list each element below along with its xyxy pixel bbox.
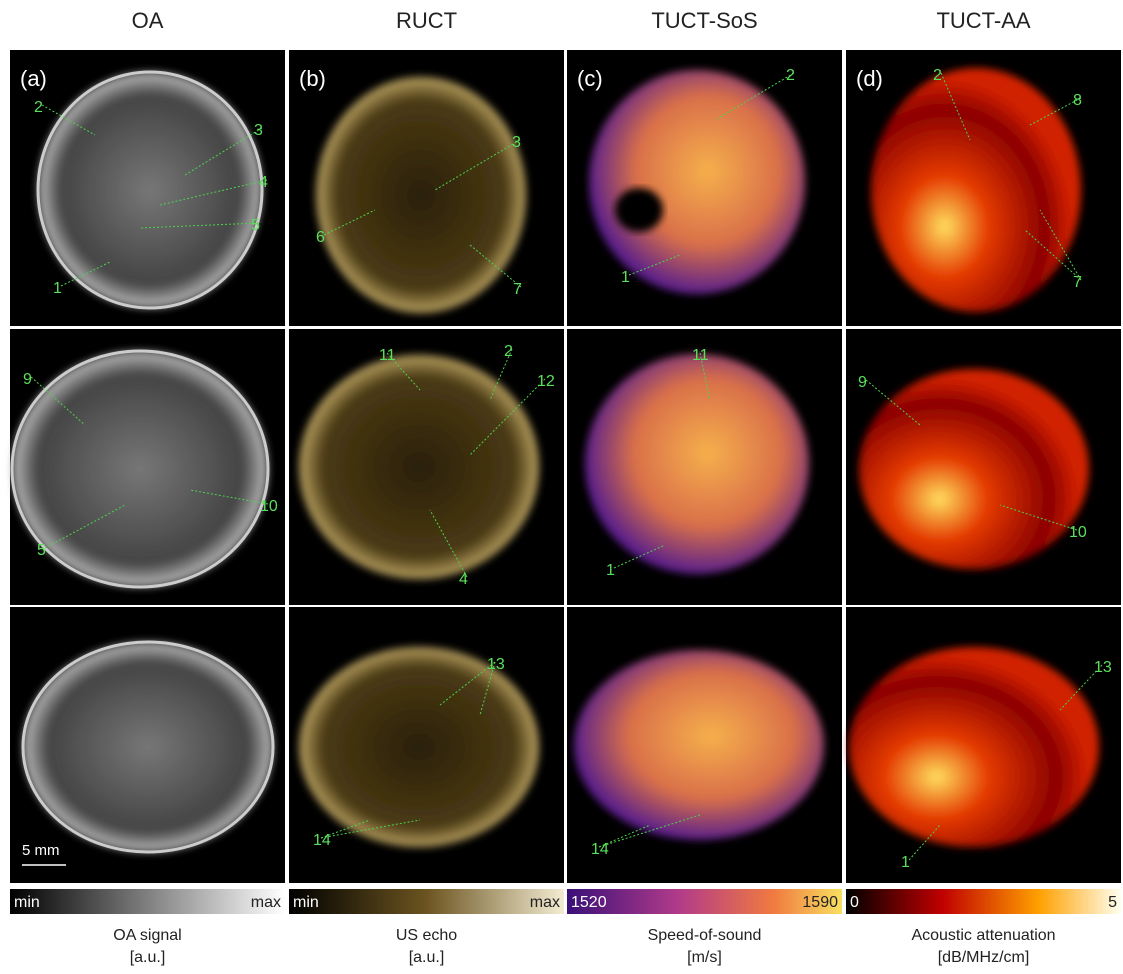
annotation-label: 3 (512, 134, 521, 151)
tissue-image (849, 647, 1099, 847)
colorbar-min-label: 1520 (571, 894, 607, 911)
annotation-label: 1 (53, 280, 62, 297)
annotation-label: 6 (316, 229, 325, 246)
annotation-label: 9 (858, 374, 867, 391)
colorbar-min-label: 0 (850, 894, 859, 911)
colorbar-max-label: 5 (1108, 894, 1117, 911)
annotation-label: 2 (504, 343, 513, 360)
colorbar-min-label: min (14, 894, 40, 911)
colorbar-min-label: min (293, 894, 319, 911)
annotation-label: 5 (37, 542, 46, 559)
annotation-label: 7 (1073, 274, 1082, 291)
annotation-label: 9 (23, 371, 32, 388)
annotation-label: 4 (259, 174, 268, 191)
image-panel: (b) 3 6 7 (289, 50, 564, 326)
colorbar-max-label: max (251, 894, 281, 911)
image-panel: (a) 2 3 4 5 1 (10, 50, 285, 326)
figure: OA(a)2345191055 mmminmaxOA signal[a.u.]R… (0, 0, 1123, 969)
tissue-image (316, 77, 526, 313)
image-panel: 14 (567, 607, 842, 883)
image-panel: 11 2 12 4 (289, 329, 564, 605)
annotation-label: 13 (1094, 659, 1112, 676)
tissue-image (574, 650, 824, 840)
panel-label: (a) (20, 66, 47, 91)
tissue-image (299, 355, 539, 579)
panel-label: (b) (299, 66, 326, 91)
tissue-image (589, 70, 805, 294)
colorbar (10, 889, 285, 914)
annotation-label: 8 (1073, 92, 1082, 109)
colorbar (567, 889, 842, 914)
tissue-image (299, 647, 539, 847)
annotation-label: 3 (254, 122, 263, 139)
annotation-label: 12 (537, 373, 555, 390)
tissue-image (859, 369, 1089, 569)
column-title: TUCT-AA (936, 8, 1030, 33)
image-panel: 13 1 (846, 607, 1121, 883)
annotation-label: 2 (786, 67, 795, 84)
annotation-label: 2 (34, 99, 43, 116)
colorbar-caption: OA signal (113, 927, 181, 944)
annotation-label: 5 (251, 217, 260, 234)
colorbar-unit: [a.u.] (409, 949, 445, 966)
colorbar-caption: US echo (396, 927, 457, 944)
colorbar-unit: [dB/MHz/cm] (938, 949, 1030, 966)
image-panel: (c) 2 1 (567, 50, 842, 326)
colorbar-unit: [m/s] (687, 949, 722, 966)
colorbar (846, 889, 1121, 914)
tissue-image (871, 68, 1081, 312)
annotation-label: 1 (901, 854, 910, 871)
colorbar-caption: Speed-of-sound (648, 927, 762, 944)
panel-label: (c) (577, 66, 603, 91)
annotation-label: 4 (459, 571, 468, 588)
colorbar-unit: [a.u.] (130, 949, 166, 966)
annotation-label: 11 (379, 347, 396, 364)
image-panel: 9 10 (846, 329, 1121, 605)
image-panel: (d) 2 8 7 (846, 50, 1121, 326)
annotation-label: 14 (591, 841, 609, 858)
dark-region (615, 188, 663, 232)
image-panel: 13 14 (289, 607, 564, 883)
annotation-label: 11 (692, 347, 709, 364)
annotation-label: 10 (260, 498, 278, 515)
colorbar (289, 889, 564, 914)
column-title: OA (132, 8, 164, 33)
annotation-label: 10 (1069, 524, 1087, 541)
scale-bar-label: 5 mm (22, 842, 60, 859)
colorbar-max-label: 1590 (802, 894, 838, 911)
image-panel: 111 (567, 329, 842, 605)
colorbar-caption: Acoustic attenuation (911, 927, 1055, 944)
annotation-label: 13 (487, 656, 505, 673)
annotation-label: 1 (606, 562, 615, 579)
image-panel: 5 mm (10, 607, 285, 883)
image-panel: 9 10 5 (10, 329, 285, 605)
annotation-label: 14 (313, 832, 331, 849)
panel-label: (d) (856, 66, 883, 91)
annotation-label: 1 (621, 269, 630, 286)
tissue-image (585, 354, 809, 574)
annotation-label: 2 (933, 67, 942, 84)
colorbar-max-label: max (530, 894, 560, 911)
annotation-label: 7 (513, 281, 522, 298)
column-title: TUCT-SoS (651, 8, 757, 33)
column-title: RUCT (396, 8, 457, 33)
